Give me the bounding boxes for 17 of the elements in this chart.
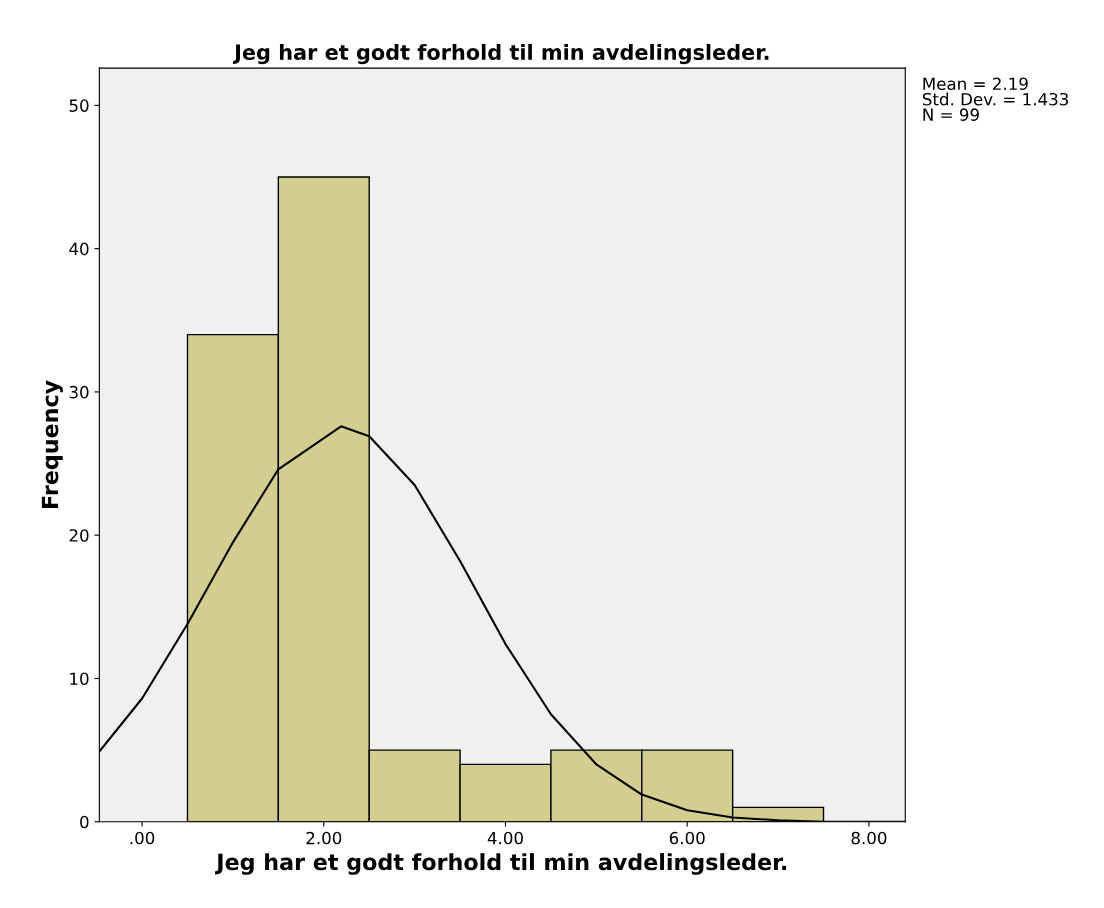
y-tick-label: 20	[69, 529, 89, 542]
x-tick-label: 4.00	[487, 831, 523, 845]
x-tick-label: 8.00	[851, 831, 887, 845]
y-axis-title: Frequency	[41, 380, 63, 508]
x-axis-title: Jeg har et godt forhold til min avdelingsleder.	[215, 853, 787, 875]
text: Std. Dev. = 1.433	[922, 92, 1069, 106]
x-tick-label: 2.00	[306, 831, 342, 845]
y-tick-label: 10	[70, 672, 89, 686]
text: N = 99	[923, 108, 979, 121]
chart-title: Jeg har et godt forhold til min avdelingsleder.	[232, 43, 769, 65]
text: Mean = 2.19	[923, 77, 1028, 91]
y-tick-label: 30	[69, 385, 89, 399]
y-tick-label: 50	[69, 99, 89, 112]
y-tick-label: 40	[69, 242, 89, 256]
y-tick-label: 0	[80, 815, 89, 829]
x-tick-label: 6.00	[669, 831, 705, 845]
x-tick-label: .00	[130, 831, 155, 845]
